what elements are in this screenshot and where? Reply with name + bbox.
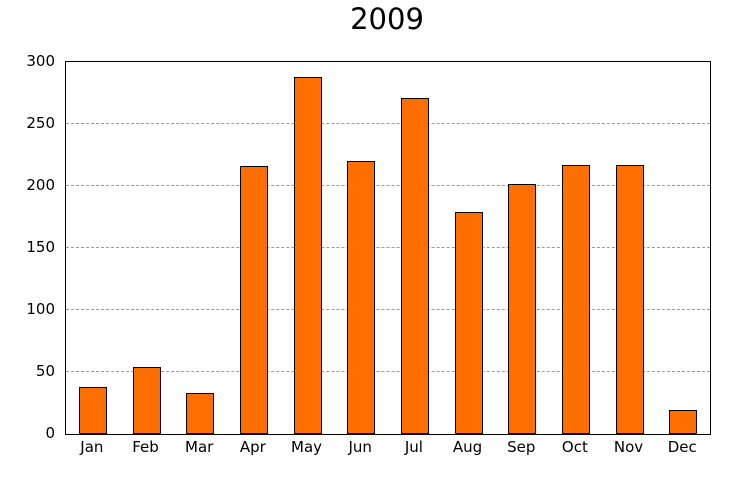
bar-slot-dec — [656, 62, 710, 434]
x-tick-label-jun: Jun — [348, 438, 372, 456]
x-tick-label-apr: Apr — [239, 438, 266, 456]
bar-dec — [669, 410, 698, 434]
gridline-250 — [66, 123, 710, 124]
y-tick-label-200: 200 — [26, 176, 55, 194]
bar-jan — [78, 387, 107, 434]
x-tick-label-aug: Aug — [452, 438, 483, 456]
bar-oct — [561, 165, 590, 434]
bar-nov — [615, 165, 644, 434]
x-axis-labels: Jan Feb Mar Apr May Jun Jul Aug Sep Oct Nov Dec — [65, 438, 709, 456]
bar-jul — [400, 98, 429, 434]
x-tick-label-nov: Nov — [613, 438, 644, 456]
gridline-150 — [66, 247, 710, 248]
bar-apr — [239, 166, 268, 434]
bar-slot-sep — [495, 62, 549, 434]
bar-slot-mar — [173, 62, 227, 434]
bar-aug — [454, 212, 483, 434]
plot-area — [65, 61, 711, 435]
x-tick-label-may: May — [291, 438, 323, 456]
bar-feb — [132, 367, 161, 434]
bar-slot-may — [281, 62, 335, 434]
gridline-200 — [66, 185, 710, 186]
x-tick-label-jul: Jul — [404, 438, 423, 456]
bar-slot-jan — [66, 62, 120, 434]
y-tick-label-250: 250 — [26, 114, 55, 132]
bar-jun — [347, 161, 376, 434]
x-tick-label-jan: Jan — [80, 438, 104, 456]
x-tick-label-mar: Mar — [185, 438, 214, 456]
y-tick-label-150: 150 — [26, 238, 55, 256]
bar-slot-nov — [603, 62, 657, 434]
bar-slot-apr — [227, 62, 281, 434]
bar-sep — [508, 184, 537, 434]
y-tick-label-300: 300 — [26, 52, 55, 70]
y-tick-label-100: 100 — [26, 300, 55, 318]
bar-may — [293, 77, 322, 434]
x-tick-label-oct: Oct — [561, 438, 588, 456]
gridline-100 — [66, 309, 710, 310]
gridline-50 — [66, 371, 710, 372]
bar-slot-oct — [549, 62, 603, 434]
y-tick-label-0: 0 — [45, 424, 55, 442]
y-tick-label-50: 50 — [35, 362, 55, 380]
x-tick-label-feb: Feb — [132, 438, 159, 456]
bars — [66, 62, 710, 434]
bar-slot-jul — [388, 62, 442, 434]
x-tick-label-dec: Dec — [667, 438, 697, 456]
bar-slot-jun — [334, 62, 388, 434]
chart-title: 2009 — [350, 2, 424, 36]
x-tick-label-sep: Sep — [507, 438, 536, 456]
bar-slot-feb — [120, 62, 174, 434]
bar-slot-aug — [442, 62, 496, 434]
bar-mar — [186, 393, 215, 434]
